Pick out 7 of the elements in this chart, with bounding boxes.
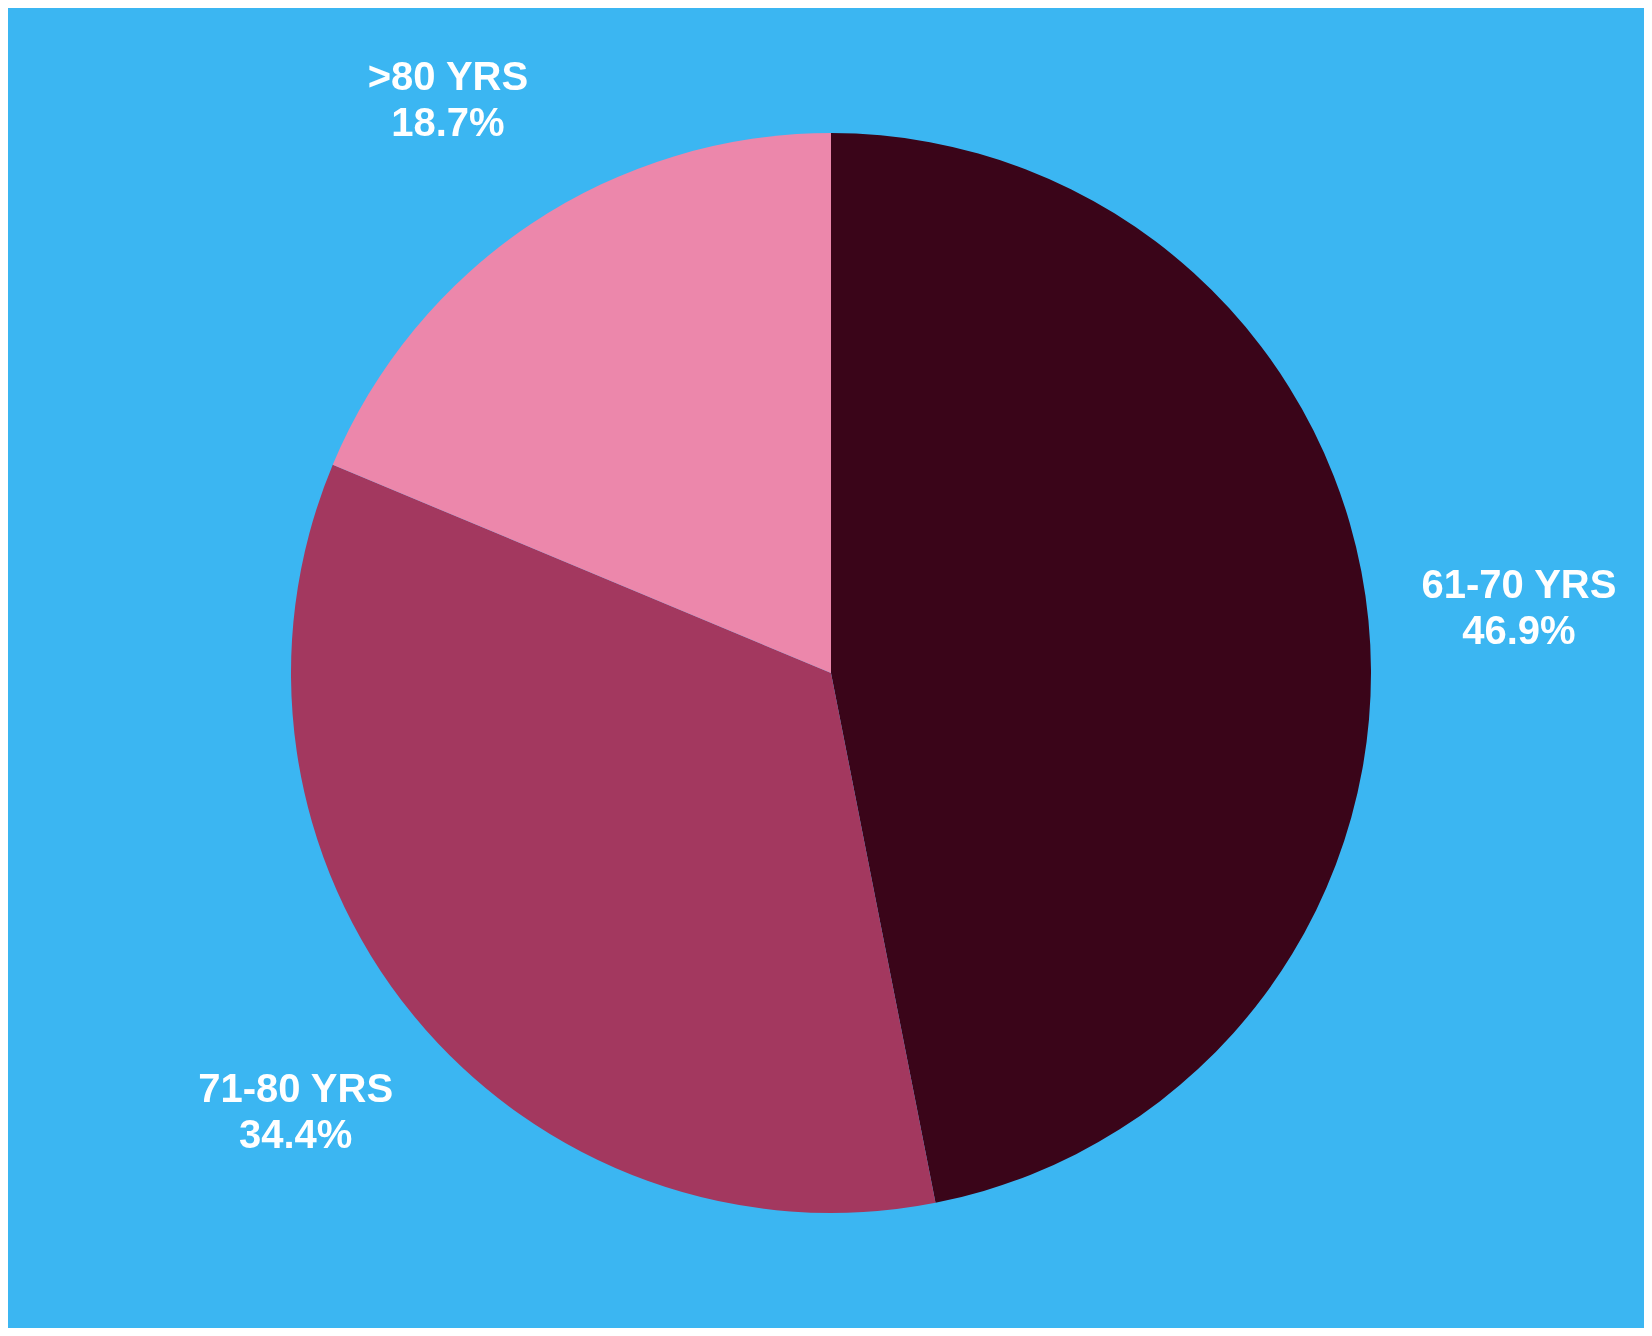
data-label: 18.7% xyxy=(391,99,505,144)
pie-slice xyxy=(831,133,1371,1203)
data-label: 34.4% xyxy=(238,1112,353,1157)
slice-label: 71-80 YRS xyxy=(198,1066,394,1111)
data-label: 46.9% xyxy=(1462,607,1576,652)
slice-label: >80 YRS xyxy=(367,53,529,98)
slice-label: 61-70 YRS xyxy=(1421,561,1617,606)
